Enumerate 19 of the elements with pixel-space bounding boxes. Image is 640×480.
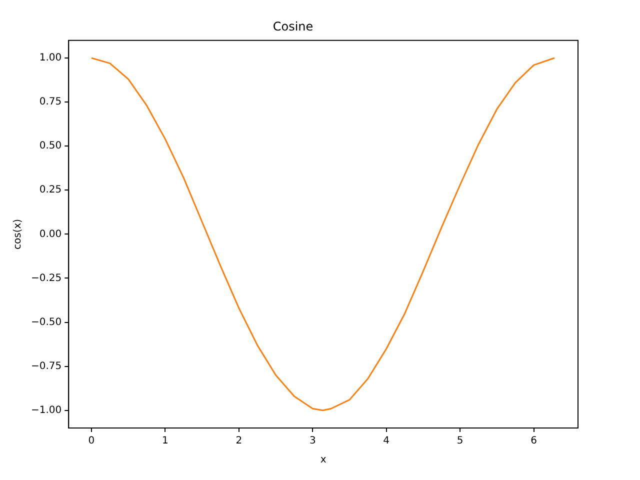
y-tick-label: −1.00 bbox=[30, 404, 62, 416]
x-tick-label: 1 bbox=[162, 436, 168, 447]
y-tick-label: 0.00 bbox=[39, 228, 62, 240]
y-tick-label: 0.75 bbox=[39, 96, 62, 108]
y-tick-label: 1.00 bbox=[39, 52, 62, 64]
y-tick-label: −0.75 bbox=[30, 360, 62, 372]
x-tick-label: 6 bbox=[530, 436, 537, 447]
y-tick-label: −0.25 bbox=[30, 272, 62, 284]
y-tick-label: 0.50 bbox=[39, 140, 62, 152]
x-tick-label: 4 bbox=[383, 436, 390, 447]
x-tick-label: 2 bbox=[236, 436, 242, 447]
x-tick-label: 0 bbox=[88, 436, 95, 447]
y-axis-title: cos(x) bbox=[12, 218, 24, 250]
y-tick-label: −0.50 bbox=[30, 316, 62, 328]
y-tick-label: 0.25 bbox=[39, 184, 62, 196]
chart-title: Cosine bbox=[272, 19, 314, 34]
x-axis-title: x bbox=[320, 454, 326, 466]
x-tick-label: 3 bbox=[309, 436, 316, 447]
x-tick-label: 5 bbox=[456, 436, 464, 447]
